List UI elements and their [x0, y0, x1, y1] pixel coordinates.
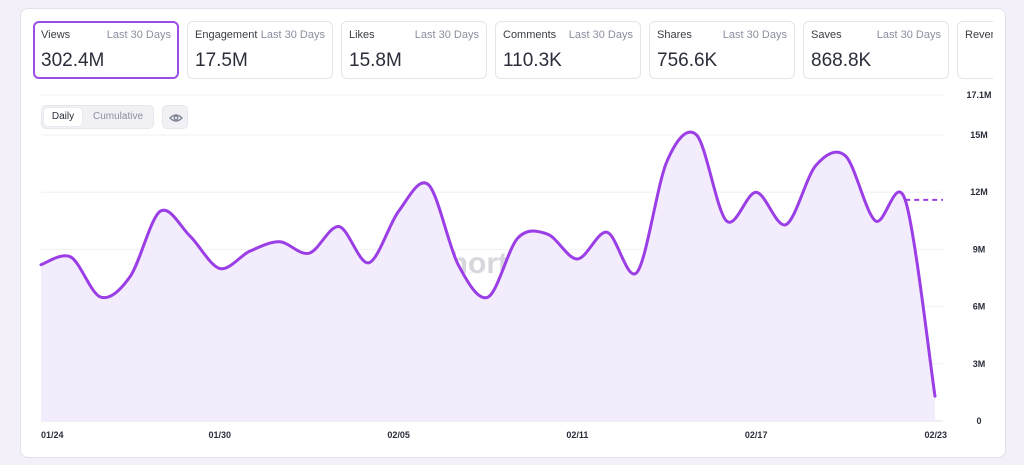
- metric-period: Last 30 Days: [722, 29, 787, 41]
- x-tick-label: 01/30: [209, 430, 232, 440]
- y-tick-label: 0: [976, 416, 981, 426]
- metric-label: Engagement: [195, 29, 258, 41]
- metric-value: 756.6K: [657, 50, 718, 71]
- eye-icon: [169, 114, 183, 122]
- y-tick-label: 3M: [973, 359, 986, 369]
- metric-value: 15.8M: [349, 50, 402, 71]
- x-axis-ticks: 01/24 01/30 02/05 02/11 02/17 02/23: [41, 430, 947, 440]
- x-tick-label: 02/17: [745, 430, 768, 440]
- y-tick-label: 12M: [970, 187, 988, 197]
- metric-period: Last 30 Days: [106, 29, 171, 41]
- metric-card-engagement[interactable]: Engagement Last 30 Days 17.5M: [187, 21, 333, 79]
- metric-label: Revenue: [965, 29, 993, 41]
- x-tick-label: 02/05: [387, 430, 410, 440]
- y-tick-label: 6M: [973, 302, 986, 312]
- y-tick-label: 15M: [970, 130, 988, 140]
- metric-value: 868.8K: [811, 50, 872, 71]
- x-tick-label: 02/11: [566, 430, 588, 440]
- metric-label: Shares: [657, 29, 692, 41]
- daily-cumulative-toggle: Daily Cumulative: [41, 105, 154, 129]
- metric-cards: Views Last 30 Days 302.4M Engagement Las…: [33, 21, 993, 83]
- views-line[interactable]: [39, 130, 937, 398]
- metric-value: 302.4M: [41, 50, 105, 71]
- metric-card-revenue[interactable]: Revenue: [957, 21, 993, 79]
- y-tick-label: 9M: [973, 244, 986, 254]
- metric-card-likes[interactable]: Likes Last 30 Days 15.8M: [341, 21, 487, 79]
- metric-value: 17.5M: [195, 50, 248, 71]
- x-tick-label: 02/23: [924, 430, 947, 440]
- metric-card-saves[interactable]: Saves Last 30 Days 868.8K: [803, 21, 949, 79]
- views-area-fill: [41, 132, 935, 422]
- metric-value: 110.3K: [503, 50, 562, 71]
- daily-toggle-button[interactable]: Daily: [44, 108, 82, 126]
- y-axis-ticks: 0 3M 6M 9M 12M 15M 17.1M: [966, 90, 991, 426]
- cumulative-toggle-button[interactable]: Cumulative: [92, 111, 144, 122]
- metric-card-shares[interactable]: Shares Last 30 Days 756.6K: [649, 21, 795, 79]
- metric-label: Comments: [503, 29, 557, 41]
- metric-period: Last 30 Days: [568, 29, 633, 41]
- metric-label: Views: [41, 29, 71, 41]
- visibility-toggle-button[interactable]: [162, 105, 188, 129]
- metric-label: Saves: [811, 29, 842, 41]
- metric-period: Last 30 Days: [414, 29, 479, 41]
- metric-card-comments[interactable]: Comments Last 30 Days 110.3K: [495, 21, 641, 79]
- views-analytics-panel: Views Last 30 Days 302.4M Engagement Las…: [20, 8, 1006, 458]
- x-tick-label: 01/24: [41, 430, 64, 440]
- y-tick-label: 17.1M: [966, 90, 991, 100]
- metric-card-views[interactable]: Views Last 30 Days 302.4M: [33, 21, 179, 79]
- metric-period: Last 30 Days: [260, 29, 325, 41]
- metric-period: Last 30 Days: [876, 29, 941, 41]
- metric-label: Likes: [349, 29, 375, 41]
